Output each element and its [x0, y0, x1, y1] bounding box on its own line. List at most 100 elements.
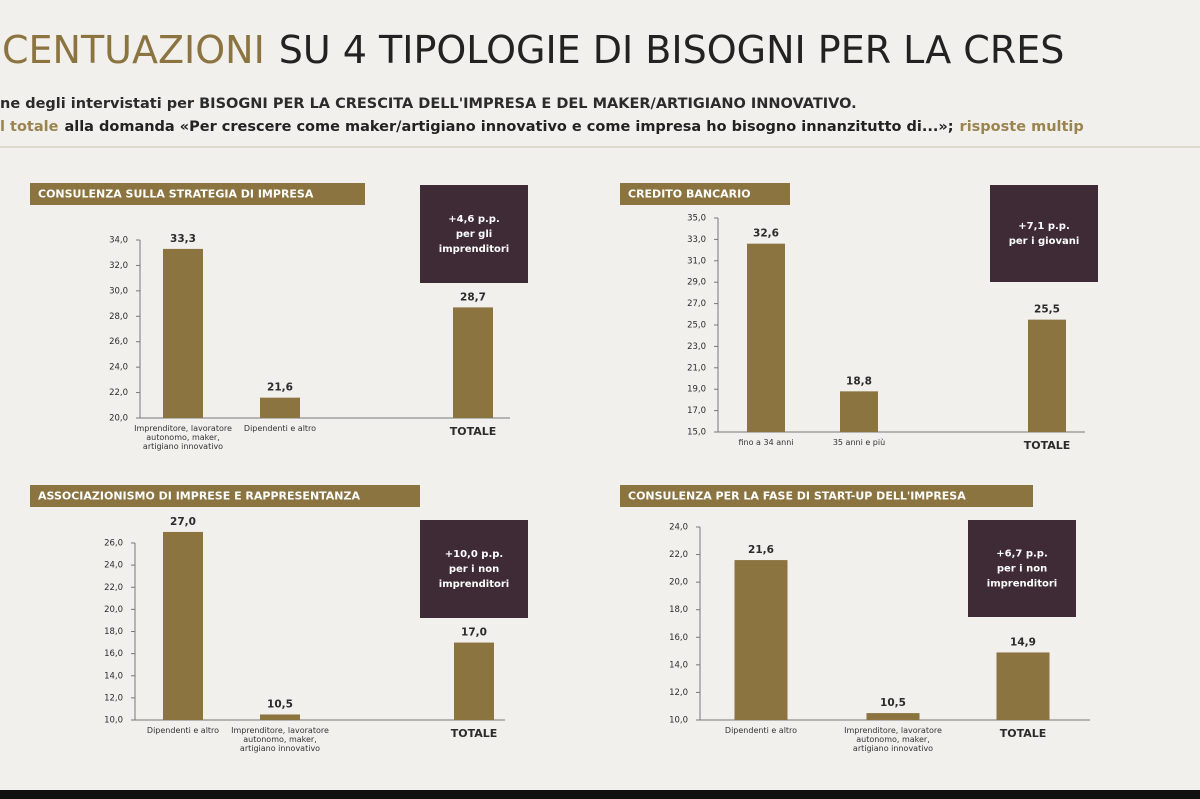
- x-tick-label-box: 35 anni e più: [832, 438, 886, 447]
- annotation-text: +10,0 p.p.: [445, 549, 503, 560]
- x-tick-label-box: Dipendenti e altro: [146, 726, 220, 735]
- bar: [996, 652, 1050, 720]
- value-label: 33,3: [170, 233, 196, 245]
- x-tick-label: Imprenditore, lavoratore autonomo, maker…: [231, 726, 329, 754]
- bottom-strip: [0, 790, 1200, 799]
- y-tick-label: 26,0: [109, 337, 128, 347]
- y-tick-label: 23,0: [687, 342, 706, 352]
- y-tick-label: 35,0: [687, 214, 706, 224]
- y-tick-label: 19,0: [687, 385, 706, 395]
- y-tick-label: 27,0: [687, 299, 706, 309]
- value-label: 17,0: [461, 627, 487, 639]
- x-tick-label-box: Imprenditore, lavoratore autonomo, maker…: [844, 726, 942, 754]
- annotation-text: +6,7 p.p.: [996, 549, 1048, 560]
- y-tick-label: 26,0: [104, 539, 123, 549]
- bar: [260, 397, 300, 418]
- y-tick-label: 14,0: [669, 660, 688, 670]
- value-label: 10,5: [267, 698, 293, 710]
- x-tick-label-box: Dipendenti e altro: [243, 424, 317, 433]
- question-text: alla domanda «Per crescere come maker/ar…: [64, 119, 953, 135]
- y-tick-label: 12,0: [669, 688, 688, 698]
- value-label: 10,5: [880, 697, 906, 709]
- panel-title-bar: [30, 183, 365, 205]
- y-tick-label: 20,0: [669, 578, 688, 588]
- x-tick-label: 35 anni e più: [832, 438, 886, 447]
- y-tick-label: 20,0: [109, 414, 128, 424]
- annotation-box: [990, 185, 1098, 282]
- value-label: 18,8: [846, 375, 872, 387]
- annotation-box: [420, 520, 528, 618]
- x-tick-label: TOTALE: [450, 425, 497, 438]
- annotation-text: imprenditori: [439, 244, 509, 255]
- x-tick-label: Imprenditore, lavoratore autonomo, maker…: [134, 424, 232, 452]
- x-tick-label: Dipendenti e altro: [146, 726, 220, 735]
- y-tick-label: 20,0: [104, 605, 123, 615]
- y-tick-label: 16,0: [669, 633, 688, 643]
- bar: [1028, 319, 1066, 432]
- y-tick-label: 33,0: [687, 235, 706, 245]
- y-tick-label: 12,0: [104, 693, 123, 703]
- annotation-text: imprenditori: [987, 579, 1057, 590]
- x-tick-label: fino a 34 anni: [738, 438, 794, 447]
- y-tick-label: 30,0: [109, 286, 128, 296]
- panel-title: CONSULENZA SULLA STRATEGIA DI IMPRESA: [38, 188, 314, 201]
- y-tick-label: 25,0: [687, 321, 706, 331]
- x-tick-label-box: Imprenditore, lavoratore autonomo, maker…: [231, 726, 329, 754]
- x-tick-label: Imprenditore, lavoratore autonomo, maker…: [844, 726, 942, 754]
- x-tick-label: Dipendenti e altro: [724, 726, 798, 735]
- x-tick-label-box: Dipendenti e altro: [724, 726, 798, 735]
- value-label: 25,5: [1034, 304, 1060, 316]
- value-label: 14,9: [1010, 636, 1036, 648]
- value-label: 32,6: [753, 228, 779, 240]
- annotation-box: [968, 520, 1076, 617]
- question-accent: risposte multip: [960, 119, 1084, 135]
- annotation-text: +4,6 p.p.: [448, 214, 500, 225]
- bar: [163, 248, 203, 418]
- bar: [747, 243, 785, 432]
- y-tick-label: 22,0: [109, 388, 128, 398]
- title-main: SU 4 TIPOLOGIE DI BISOGNI PER LA CRES: [279, 28, 1065, 72]
- bar: [866, 713, 920, 720]
- x-tick-label: TOTALE: [451, 727, 498, 740]
- y-tick-label: 10,0: [669, 716, 688, 726]
- y-tick-label: 16,0: [104, 649, 123, 659]
- y-tick-label: 18,0: [104, 627, 123, 637]
- y-tick-label: 24,0: [104, 561, 123, 571]
- y-tick-label: 34,0: [109, 236, 128, 246]
- y-tick-label: 31,0: [687, 256, 706, 266]
- question: l totale alla domanda «Per crescere come …: [0, 119, 1084, 135]
- y-tick-label: 21,0: [687, 363, 706, 373]
- slide-title: CENTUAZIONI SU 4 TIPOLOGIE DI BISOGNI PER…: [2, 28, 1064, 72]
- y-tick-label: 29,0: [687, 278, 706, 288]
- annotation-text: imprenditori: [439, 579, 509, 590]
- bar: [163, 531, 203, 720]
- annotation-text: +7,1 p.p.: [1018, 221, 1070, 232]
- y-tick-label: 22,0: [104, 583, 123, 593]
- x-tick-label: TOTALE: [1024, 439, 1071, 452]
- y-tick-label: 24,0: [669, 523, 688, 533]
- annotation-text: per i non: [449, 564, 499, 575]
- panel-title: CONSULENZA PER LA FASE DI START-UP DELL'…: [628, 490, 966, 503]
- bar: [453, 307, 493, 418]
- subtitle: ne degli intervistati per BISOGNI PER LA…: [0, 96, 857, 112]
- annotation-text: per i non: [997, 564, 1047, 575]
- y-tick-label: 22,0: [669, 550, 688, 560]
- value-label: 21,6: [267, 382, 293, 394]
- y-tick-label: 10,0: [104, 716, 123, 726]
- question-accent: l totale: [0, 119, 59, 135]
- value-label: 28,7: [460, 291, 486, 303]
- annotation-text: per i giovani: [1009, 236, 1080, 247]
- value-label: 21,6: [748, 544, 774, 556]
- bar: [260, 714, 300, 720]
- x-tick-label-box: fino a 34 anni: [738, 438, 794, 447]
- y-tick-label: 15,0: [687, 428, 706, 438]
- annotation-box: [420, 185, 528, 283]
- x-tick-label: Dipendenti e altro: [243, 424, 317, 433]
- y-tick-label: 24,0: [109, 363, 128, 373]
- panel-title-bar: [30, 485, 420, 507]
- panel-title: ASSOCIAZIONISMO DI IMPRESE E RAPPRESENTA…: [38, 490, 360, 503]
- bar: [454, 642, 494, 720]
- panel-title-bar: [620, 183, 790, 205]
- annotation-text: per gli: [456, 229, 492, 240]
